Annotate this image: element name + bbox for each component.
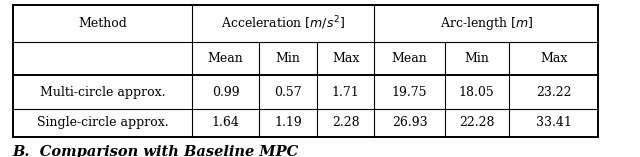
Text: Min: Min [276,52,300,65]
Text: Method: Method [78,17,127,30]
Text: B.  Comparison with Baseline MPC: B. Comparison with Baseline MPC [13,145,299,157]
Text: Max: Max [540,52,567,65]
Text: 0.99: 0.99 [212,86,239,99]
Text: Mean: Mean [208,52,243,65]
Text: Multi-circle approx.: Multi-circle approx. [40,86,165,99]
Text: 18.05: 18.05 [459,86,495,99]
Text: Max: Max [332,52,359,65]
Text: 0.57: 0.57 [274,86,302,99]
Text: 19.75: 19.75 [392,86,428,99]
Text: 33.41: 33.41 [536,116,572,129]
Text: 23.22: 23.22 [536,86,572,99]
Text: 22.28: 22.28 [459,116,495,129]
Text: 1.64: 1.64 [212,116,239,129]
Text: 1.71: 1.71 [332,86,360,99]
Text: Arc-length $[m]$: Arc-length $[m]$ [440,15,533,32]
Text: 2.28: 2.28 [332,116,360,129]
Text: Min: Min [465,52,489,65]
Text: Single-circle approx.: Single-circle approx. [36,116,168,129]
Text: 1.19: 1.19 [274,116,302,129]
Text: Acceleration $[m/s^2]$: Acceleration $[m/s^2]$ [221,14,345,32]
Text: Mean: Mean [392,52,428,65]
Text: 26.93: 26.93 [392,116,428,129]
